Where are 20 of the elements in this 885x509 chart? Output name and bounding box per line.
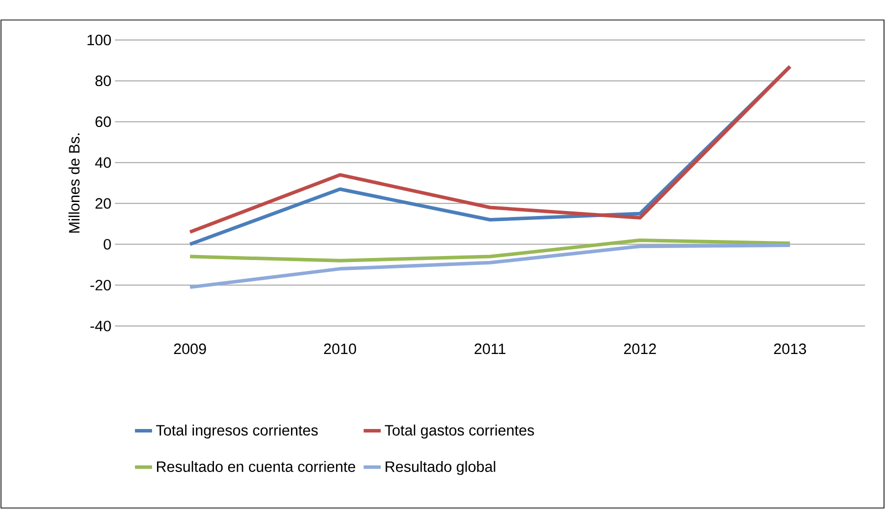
x-tick-label: 2011 (474, 344, 506, 354)
x-tick-label: 2009 (174, 344, 206, 354)
y-tick-label: 40 (95, 157, 111, 168)
y-tick-label: -20 (90, 280, 111, 290)
x-tick-label: 2013 (774, 344, 806, 354)
legend-label: Total gastos corrientes (384, 424, 534, 439)
x-tick-label: 2010 (324, 344, 356, 354)
legend-label: Resultado en cuenta corriente (157, 460, 356, 472)
line-series (188, 238, 792, 262)
y-tick-label: 100 (88, 34, 111, 46)
y-axis-title: Millones de Bs. (68, 134, 80, 233)
line-series (188, 244, 792, 289)
y-tick-label: 0 (104, 238, 111, 250)
y-tick-label: 60 (96, 116, 111, 128)
y-tick-label: 20 (96, 198, 111, 209)
y-tick-label: -40 (90, 320, 111, 332)
legend-label: Resultado global (386, 460, 496, 475)
legend-label: Total ingresos corrientes (156, 424, 318, 439)
x-tick-label: 2012 (624, 344, 656, 354)
y-tick-label: 80 (95, 76, 111, 86)
